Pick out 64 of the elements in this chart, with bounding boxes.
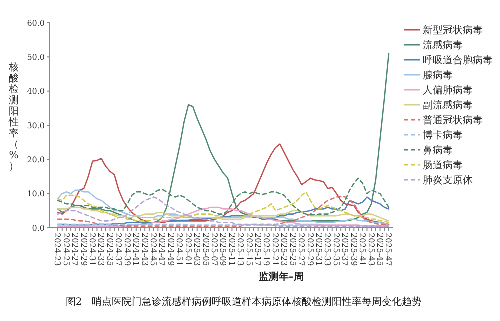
x-tick-label: 2024-51 (175, 233, 184, 266)
x-tick-label: 2025-11 (227, 233, 236, 266)
x-tick-label: 2025-29 (306, 233, 315, 266)
x-tick-label: 2025-17 (254, 233, 263, 266)
x-tick-label: 2025-47 (384, 233, 394, 266)
y-tick-label: 10.0 (27, 190, 45, 199)
y-tick-label: 30.0 (27, 121, 45, 130)
legend-label: 呼吸道合胞病毒 (423, 54, 493, 66)
legend-label: 新型冠状病毒 (423, 24, 483, 36)
x-tick-label: 2024-41 (132, 233, 141, 266)
legend-label: 肠道病毒 (423, 160, 463, 172)
legend-label: 肺炎支原体 (423, 174, 473, 186)
x-tick-label: 2024-33 (96, 233, 106, 266)
x-tick-label: 2024-37 (114, 233, 124, 266)
legend-label: 博卡病毒 (423, 130, 463, 142)
x-tick-label: 2025-43 (366, 233, 376, 266)
x-tick-label: 2025-05 (201, 233, 210, 266)
x-tick-label: 2024-39 (122, 233, 132, 266)
y-tick-label: 20.0 (27, 155, 45, 164)
x-tick-label: 2024-27 (70, 233, 80, 266)
x-tick-label: 2025-27 (297, 233, 306, 266)
x-tick-label: 2025-03 (192, 233, 202, 266)
x-tick-label: 2024-47 (158, 233, 167, 266)
x-tick-label: 2025-01 (184, 233, 193, 266)
x-tick-label: 2025-15 (244, 233, 254, 266)
x-tick-label: 2025-41 (358, 233, 368, 266)
x-tick-label: 2024-31 (88, 233, 98, 266)
x-tick-label: 2025-33 (323, 233, 332, 266)
legend-label: 鼻病毒 (423, 144, 453, 156)
x-tick-label: 2024-35 (105, 233, 114, 266)
legend-label: 腺病毒 (423, 70, 453, 82)
text: 核酸检测阳性率（%） (9, 62, 19, 172)
x-tick-label: 2025-37 (340, 233, 350, 266)
x-tick-label: 2025-07 (210, 233, 219, 266)
line-series (57, 144, 390, 226)
x-tick-label: 2025-21 (270, 233, 280, 266)
x-tick-label: 2025-45 (375, 233, 384, 266)
x-tick-label: 2025-35 (332, 233, 341, 266)
x-tick-label: 2025-09 (218, 233, 228, 266)
x-tick-label: 2024-25 (62, 233, 71, 266)
y-tick-label: 0.0 (32, 224, 45, 233)
x-tick-label: 2024-45 (149, 233, 158, 266)
text: 图2 哨点医院门急诊流感样病例呼吸道样本病原体核酸检测阳性率每周变化趋势 (66, 296, 422, 308)
line-series (57, 206, 390, 222)
y-tick-label: 50.0 (27, 52, 45, 62)
x-tick-label: 2025-13 (236, 233, 246, 266)
line-series (57, 53, 390, 224)
legend-label: 流感病毒 (423, 40, 463, 52)
x-tick-label: 2025-31 (314, 233, 324, 266)
x-tick-label: 2025-25 (288, 233, 298, 266)
x-tick-label: 2024-43 (140, 233, 150, 266)
x-tick-label: 2025-39 (349, 233, 358, 266)
x-tick-label: 2025-23 (280, 233, 289, 266)
legend-label: 普通冠状病毒 (423, 114, 483, 126)
legend-label: 人偏肺病毒 (423, 84, 473, 96)
y-tick-label: 60.0 (27, 18, 45, 28)
x-tick-label: 2024-23 (53, 233, 62, 266)
x-tick-label: 2024-49 (166, 233, 176, 266)
x-axis-title: 监测年–周 (259, 271, 304, 283)
line-series (57, 206, 390, 227)
legend-label: 副流感病毒 (423, 100, 473, 112)
x-tick-label: 2025-19 (262, 233, 272, 266)
y-tick-label: 40.0 (27, 87, 45, 96)
x-tick-label: 2024-29 (79, 233, 88, 266)
